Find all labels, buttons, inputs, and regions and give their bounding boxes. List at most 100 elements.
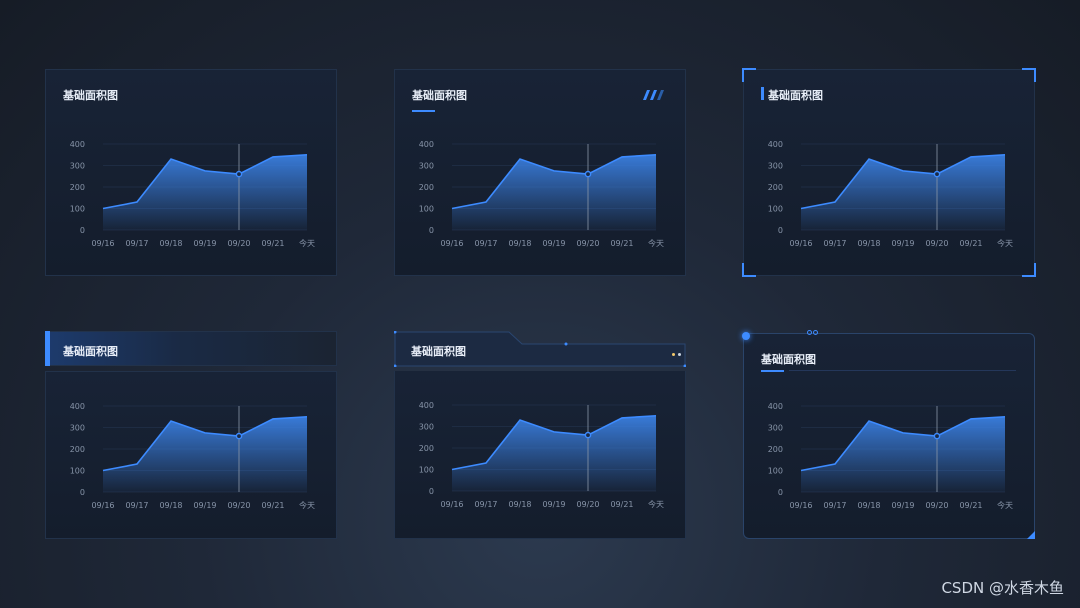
ring-decoration-icon	[813, 330, 818, 335]
area-chart-1: 0 100 200 300 400 09/16 09/17 09/18 09/19 09/20 09…	[70, 140, 315, 248]
x-tick-label: 09/16	[789, 501, 812, 510]
slash-decoration-icon	[643, 90, 664, 100]
y-tick-label: 100	[70, 205, 85, 214]
area-chart-5: 0 100 200 300 400 09/16 09/17 09/18 09/19 09/20 09…	[419, 401, 664, 509]
x-tick-label: 09/18	[508, 500, 531, 509]
area-fill	[452, 154, 656, 230]
y-tick-label: 0	[80, 488, 85, 497]
x-tick-label: 09/20	[227, 501, 250, 510]
panel-title: 基础面积图	[63, 89, 118, 102]
x-tick-label: 09/16	[440, 500, 463, 509]
y-tick-label: 200	[768, 183, 783, 192]
area-chart-3: 0 100 200 300 400 09/16 09/17 09/18 09/19 09/20 09…	[768, 140, 1013, 248]
x-tick-label: 09/18	[159, 239, 182, 248]
y-tick-label: 200	[419, 444, 434, 453]
x-tick-label: 今天	[997, 238, 1013, 248]
x-tick-label: 09/20	[925, 501, 948, 510]
y-tick-label: 300	[419, 423, 434, 432]
data-point	[235, 432, 243, 440]
x-tick-label: 09/17	[125, 239, 148, 248]
title-underline	[761, 370, 784, 372]
series-line	[102, 153, 308, 210]
panel-title: 基础面积图	[411, 345, 466, 358]
area-chart-4: 0 100 200 300 400 09/16 09/17 09/18 09/19 09/20 09…	[70, 402, 315, 510]
x-tick-label: 09/21	[261, 501, 284, 510]
y-tick-label: 400	[70, 402, 85, 411]
title-underline	[412, 110, 435, 112]
ring-decoration-icon	[807, 330, 812, 335]
y-tick-label: 200	[70, 183, 85, 192]
y-tick-label: 100	[768, 205, 783, 214]
series-line	[451, 153, 657, 210]
series-line	[451, 414, 657, 471]
chart-panel-1: 基础面积图 0 100 200 300 400 09/16 09/17 09/18 09/19 0…	[45, 69, 337, 276]
x-tick-label: 09/17	[823, 239, 846, 248]
y-tick-label: 100	[419, 205, 434, 214]
header-frame	[394, 331, 686, 367]
title-accent-bar	[45, 331, 50, 366]
x-tick-label: 09/19	[542, 500, 565, 509]
y-tick-label: 100	[70, 467, 85, 476]
series-line	[800, 415, 1006, 472]
x-tick-label: 09/20	[925, 239, 948, 248]
y-tick-label: 0	[778, 488, 783, 497]
title-accent-bar	[761, 87, 764, 100]
x-tick-label: 09/18	[857, 239, 880, 248]
chart-panel-6: 基础面积图 0 100 200 300 400 09/16 09/17 09/18 09/19 0…	[742, 330, 1035, 539]
status-dot-icon	[672, 353, 675, 356]
data-point	[933, 170, 941, 178]
panel-title: 基础面积图	[761, 353, 816, 366]
x-tick-label: 今天	[648, 499, 664, 509]
series-line	[102, 415, 308, 472]
corner-bracket	[742, 68, 756, 82]
y-tick-label: 300	[70, 424, 85, 433]
x-tick-label: 09/19	[193, 239, 216, 248]
x-tick-label: 09/17	[125, 501, 148, 510]
data-point	[584, 170, 592, 178]
x-tick-label: 09/21	[610, 239, 633, 248]
area-fill	[801, 154, 1005, 230]
y-tick-label: 0	[429, 226, 434, 235]
x-tick-label: 今天	[299, 500, 315, 510]
x-tick-label: 09/16	[440, 239, 463, 248]
y-tick-label: 200	[419, 183, 434, 192]
x-tick-label: 09/16	[91, 501, 114, 510]
status-dot-icon	[678, 353, 681, 356]
y-tick-label: 100	[419, 466, 434, 475]
y-tick-label: 400	[70, 140, 85, 149]
data-point	[235, 170, 243, 178]
x-tick-label: 09/20	[576, 500, 599, 509]
x-tick-label: 09/16	[91, 239, 114, 248]
y-tick-label: 0	[80, 226, 85, 235]
area-fill	[452, 415, 656, 491]
x-tick-label: 今天	[299, 238, 315, 248]
chart-panel-4: 0 100 200 300 400 09/16 09/17 09/18 09/19 09/20 09…	[45, 371, 337, 539]
y-tick-label: 400	[768, 402, 783, 411]
x-tick-label: 09/21	[261, 239, 284, 248]
area-fill	[103, 416, 307, 492]
x-tick-label: 今天	[997, 500, 1013, 510]
panel-header-5: 基础面积图	[394, 331, 686, 367]
corner-bracket	[1022, 263, 1036, 277]
x-tick-label: 09/18	[857, 501, 880, 510]
panel-title: 基础面积图	[63, 345, 118, 358]
x-tick-label: 09/18	[508, 239, 531, 248]
x-tick-label: 09/20	[227, 239, 250, 248]
y-tick-label: 300	[768, 162, 783, 171]
y-tick-label: 300	[419, 162, 434, 171]
title-divider	[789, 370, 1016, 371]
y-tick-label: 0	[429, 487, 434, 496]
y-tick-label: 400	[419, 140, 434, 149]
data-point	[584, 431, 592, 439]
corner-bracket	[1022, 68, 1036, 82]
series-line	[800, 153, 1006, 210]
x-tick-label: 09/21	[610, 500, 633, 509]
watermark: CSDN @水香木鱼	[941, 579, 1064, 597]
area-chart-2: 0 100 200 300 400 09/16 09/17 09/18 09/19 09/20 09…	[419, 140, 664, 248]
y-tick-label: 200	[768, 445, 783, 454]
x-tick-label: 09/19	[193, 501, 216, 510]
x-tick-label: 09/19	[891, 239, 914, 248]
y-tick-label: 200	[70, 445, 85, 454]
area-fill	[103, 154, 307, 230]
x-tick-label: 09/17	[474, 239, 497, 248]
